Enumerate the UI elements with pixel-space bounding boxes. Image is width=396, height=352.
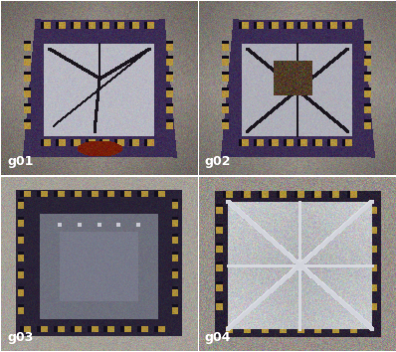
Text: g03: g03 <box>7 331 33 344</box>
Text: g01: g01 <box>7 155 33 168</box>
Text: g02: g02 <box>205 155 231 168</box>
Text: g04: g04 <box>205 331 231 344</box>
